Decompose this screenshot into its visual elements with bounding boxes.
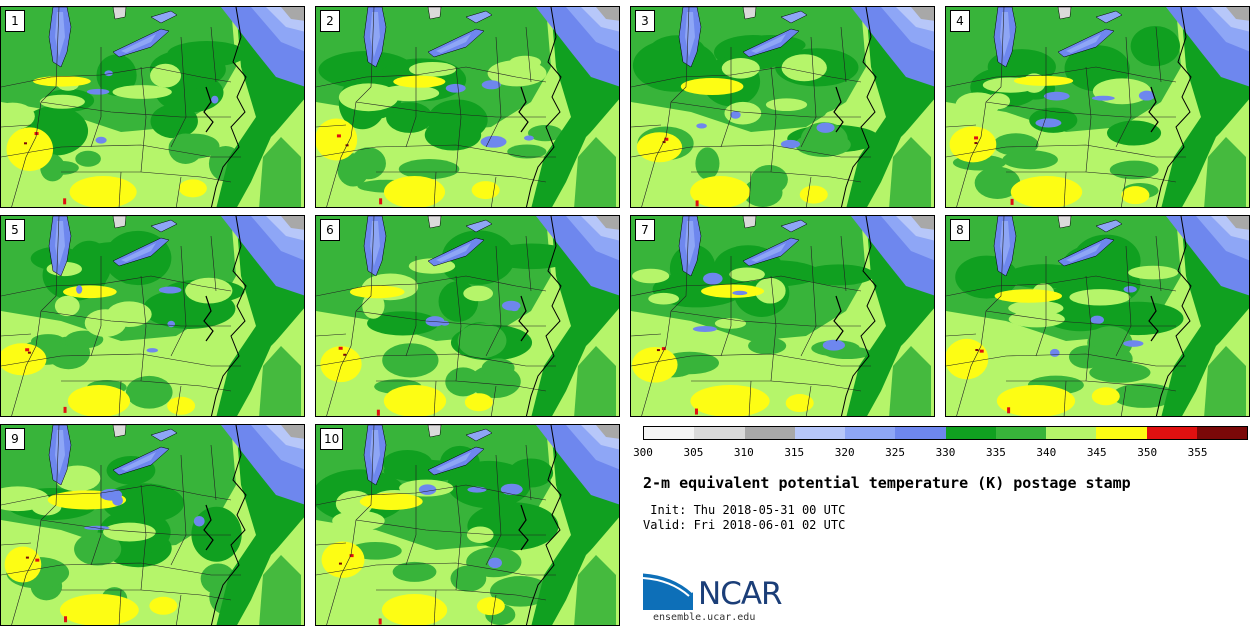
member-number-label: 2 <box>320 10 340 32</box>
colorbar-segment <box>694 427 745 439</box>
member-number-label: 4 <box>950 10 970 32</box>
colorbar-tick-label: 300 <box>633 446 653 459</box>
member-number-label: 10 <box>320 428 344 450</box>
colorbar-tick-label: 305 <box>683 446 704 459</box>
member-number-label: 8 <box>950 219 970 241</box>
member-map <box>631 7 934 207</box>
member-map <box>631 216 934 416</box>
colorbar-tick-label: 330 <box>935 446 956 459</box>
colorbar-segment <box>995 427 1046 439</box>
member-number-label: 9 <box>5 428 25 450</box>
member-map <box>316 7 619 207</box>
postage-stamp-panel: 8 <box>945 215 1250 417</box>
colorbar-segment <box>644 427 695 439</box>
postage-stamp-panel: 1 <box>0 6 305 208</box>
colorbar-segment <box>794 427 845 439</box>
colorbar <box>643 426 1248 440</box>
member-map <box>946 7 1249 207</box>
member-number-label: 7 <box>635 219 655 241</box>
colorbar-ticks: 300 305 310 315 320 325 330 335 340 345 350 355 <box>633 446 1248 460</box>
member-map <box>1 425 304 625</box>
member-map <box>1 7 304 207</box>
postage-stamp-panel: 5 <box>0 215 305 417</box>
colorbar-segment <box>895 427 946 439</box>
colorbar-segment <box>744 427 795 439</box>
colorbar-segment <box>1146 427 1197 439</box>
colorbar-segment <box>845 427 896 439</box>
postage-stamp-panel: 10 <box>315 424 620 626</box>
member-number-label: 6 <box>320 219 340 241</box>
colorbar-tick-label: 355 <box>1187 446 1208 459</box>
postage-stamp-panel: 6 <box>315 215 620 417</box>
postage-stamp-panel: 3 <box>630 6 935 208</box>
member-map <box>946 216 1249 416</box>
postage-stamp-panel: 4 <box>945 6 1250 208</box>
ncar-logo-text: NCAR <box>698 576 783 612</box>
colorbar-tick-label: 325 <box>885 446 906 459</box>
colorbar-tick-label: 315 <box>784 446 805 459</box>
colorbar-segment <box>1196 427 1247 439</box>
valid-time: Valid: Fri 2018-06-01 02 UTC <box>643 518 846 532</box>
colorbar-segment <box>945 427 996 439</box>
colorbar-tick-label: 310 <box>733 446 754 459</box>
member-map <box>316 425 619 625</box>
member-number-label: 1 <box>5 10 25 32</box>
postage-stamp-panel: 7 <box>630 215 935 417</box>
colorbar-tick-label: 340 <box>1036 446 1057 459</box>
member-map <box>316 216 619 416</box>
postage-stamp-panel: 9 <box>0 424 305 626</box>
member-number-label: 3 <box>635 10 655 32</box>
colorbar-segment <box>1096 427 1147 439</box>
figure-title: 2-m equivalent potential temperature (K)… <box>643 474 1131 492</box>
init-time: Init: Thu 2018-05-31 00 UTC <box>643 503 846 517</box>
ncar-logo-icon <box>643 570 695 610</box>
postage-stamp-panel: 2 <box>315 6 620 208</box>
colorbar-tick-label: 335 <box>985 446 1006 459</box>
colorbar-tick-label: 320 <box>834 446 855 459</box>
colorbar-tick-label: 345 <box>1086 446 1107 459</box>
member-map <box>1 216 304 416</box>
colorbar-segment <box>1046 427 1097 439</box>
member-number-label: 5 <box>5 219 25 241</box>
website-link[interactable]: ensemble.ucar.edu <box>653 612 756 623</box>
colorbar-tick-label: 350 <box>1137 446 1158 459</box>
